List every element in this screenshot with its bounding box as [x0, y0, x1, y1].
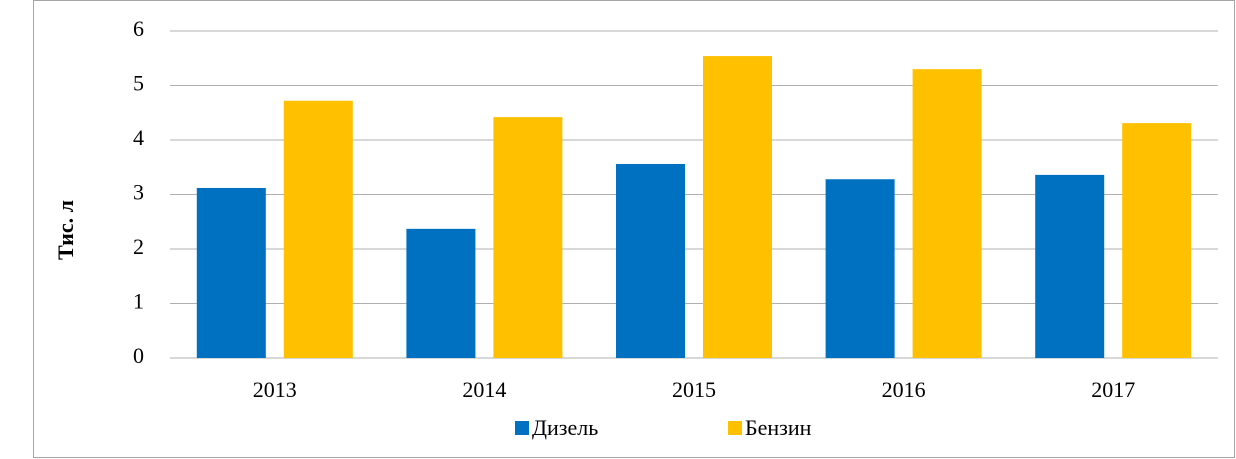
y-tick-label: 5 — [133, 71, 144, 96]
bar — [493, 117, 563, 358]
y-tick-label: 3 — [133, 180, 144, 205]
bar — [616, 163, 685, 358]
bar — [406, 228, 476, 358]
bar — [825, 179, 895, 358]
y-tick-label: 4 — [133, 125, 144, 150]
y-axis-label: Тис. л — [53, 200, 78, 260]
legend-label: Дизель — [532, 415, 598, 440]
bar — [196, 187, 266, 358]
y-tick-label: 1 — [133, 289, 144, 314]
x-tick-label: 2017 — [1091, 377, 1135, 402]
legend-label: Бензин — [745, 415, 812, 440]
legend-swatch — [728, 421, 742, 435]
x-tick-label: 2015 — [672, 377, 716, 402]
y-tick-label: 6 — [133, 16, 144, 41]
bar — [912, 69, 982, 359]
bar — [1122, 123, 1192, 358]
bar — [283, 100, 353, 358]
y-tick-label: 0 — [133, 343, 144, 368]
bar — [703, 56, 772, 358]
x-tick-label: 2016 — [882, 377, 926, 402]
legend-swatch — [515, 421, 529, 435]
x-tick-label: 2013 — [253, 377, 297, 402]
bar — [1035, 174, 1105, 358]
y-tick-label: 2 — [133, 234, 144, 259]
x-tick-label: 2014 — [462, 377, 506, 402]
